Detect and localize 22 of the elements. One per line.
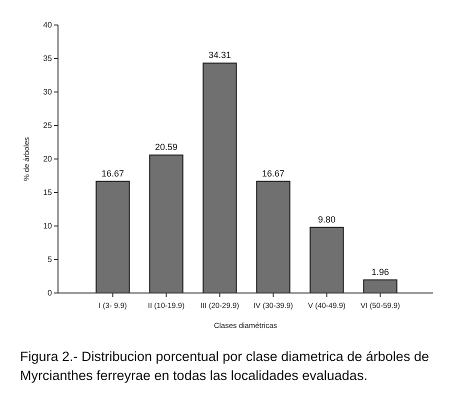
- y-tick-label: 25: [43, 121, 53, 130]
- y-tick-label: 40: [43, 20, 53, 30]
- data-label: 16.67: [101, 168, 124, 178]
- y-tick-label: 15: [43, 188, 53, 198]
- y-tick-label: 10: [43, 222, 53, 231]
- data-label: 34.31: [208, 50, 232, 60]
- bar: [149, 154, 184, 294]
- y-tick-label: 0: [48, 288, 53, 298]
- data-label: 9.80: [318, 214, 336, 224]
- data-label: 20.59: [154, 142, 178, 152]
- bar: [363, 279, 398, 294]
- bar: [202, 62, 237, 294]
- y-tick-label: 35: [43, 54, 53, 64]
- bar: [96, 180, 130, 294]
- data-label: 16.67: [262, 168, 285, 178]
- y-tick-label: 5: [48, 255, 53, 264]
- bar: [310, 226, 344, 294]
- y-tick-label: 20: [43, 154, 53, 164]
- text: Figura 2.- Distribucion porcentual por clase diametrica de árboles de Myrcianthes ferreyrae en todas las localidades evaluadas.: [20, 348, 430, 385]
- bar: [256, 180, 290, 294]
- y-tick-label: 30: [43, 88, 53, 97]
- data-label: 1.96: [371, 266, 390, 277]
